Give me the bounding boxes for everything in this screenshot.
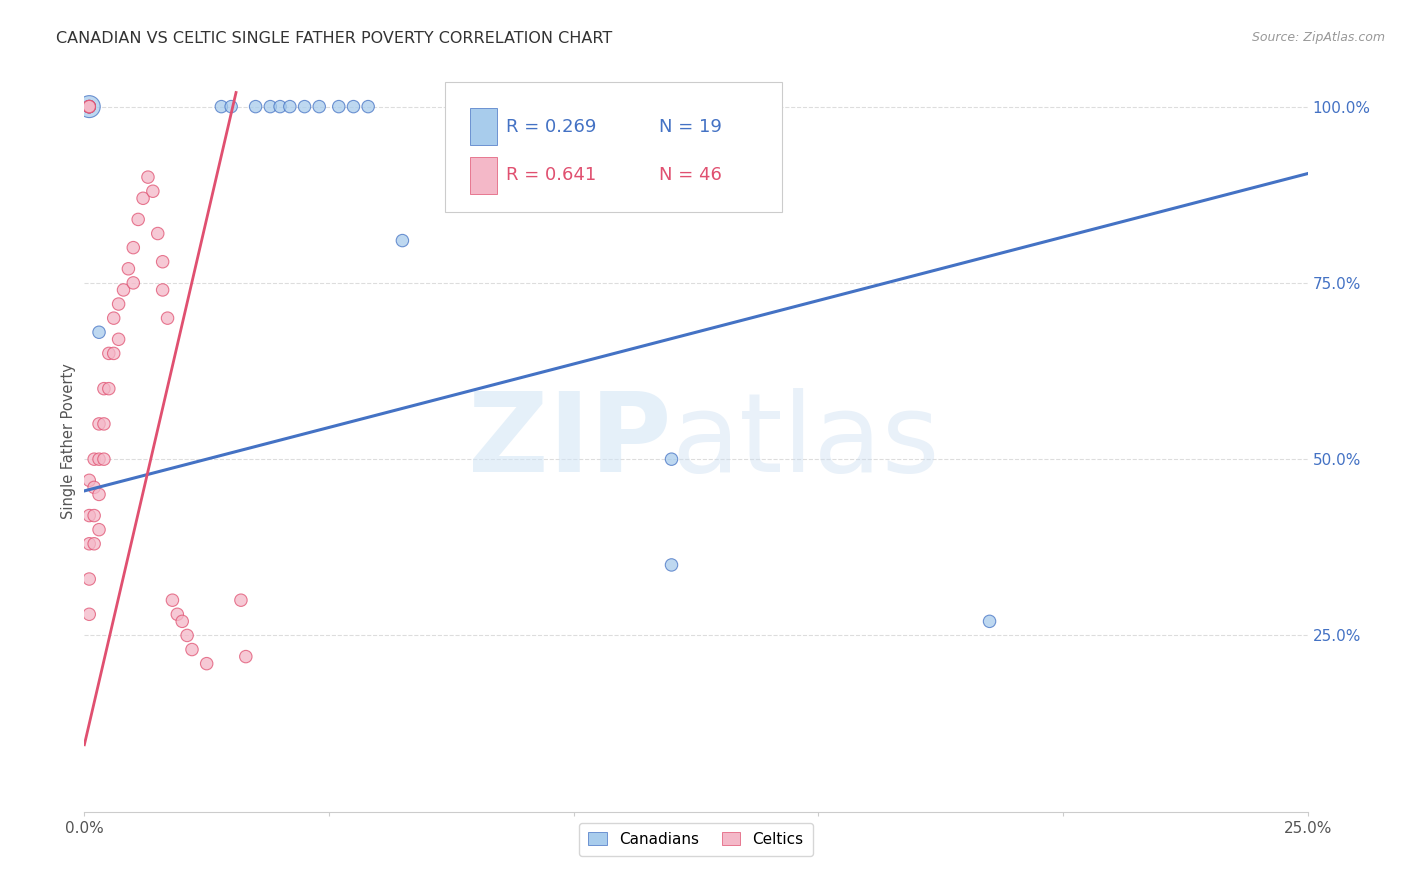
Point — [103, 311, 125, 326]
Point — [122, 276, 145, 290]
Point — [77, 537, 100, 551]
Point — [83, 508, 105, 523]
Point — [77, 100, 100, 114]
Text: R = 0.641: R = 0.641 — [506, 166, 596, 184]
Point — [235, 649, 257, 664]
Point — [278, 100, 301, 114]
Point — [77, 100, 100, 114]
Point — [142, 184, 165, 198]
Point — [172, 615, 194, 629]
Text: atlas: atlas — [672, 388, 941, 495]
Point — [342, 100, 364, 114]
Point — [77, 508, 100, 523]
Point — [328, 100, 350, 114]
Text: N = 46: N = 46 — [659, 166, 723, 184]
FancyBboxPatch shape — [446, 82, 782, 212]
Point — [661, 558, 683, 572]
Point — [77, 100, 100, 114]
Point — [245, 100, 267, 114]
Y-axis label: Single Father Poverty: Single Father Poverty — [60, 364, 76, 519]
Point — [209, 100, 232, 114]
Point — [259, 100, 281, 114]
Point — [87, 487, 110, 501]
Text: N = 19: N = 19 — [659, 118, 723, 136]
Point — [269, 100, 291, 114]
Point — [162, 593, 184, 607]
Point — [136, 170, 159, 185]
Point — [294, 100, 316, 114]
Legend: Canadians, Celtics: Canadians, Celtics — [579, 822, 813, 856]
Point — [87, 523, 110, 537]
Point — [87, 417, 110, 431]
Point — [117, 261, 139, 276]
Point — [107, 297, 129, 311]
Point — [391, 234, 413, 248]
Point — [166, 607, 188, 622]
Point — [195, 657, 218, 671]
Point — [146, 227, 169, 241]
Point — [132, 191, 155, 205]
Point — [87, 325, 110, 339]
Text: CANADIAN VS CELTIC SINGLE FATHER POVERTY CORRELATION CHART: CANADIAN VS CELTIC SINGLE FATHER POVERTY… — [56, 31, 613, 46]
Point — [661, 452, 683, 467]
Text: Source: ZipAtlas.com: Source: ZipAtlas.com — [1251, 31, 1385, 45]
Point — [83, 452, 105, 467]
Point — [77, 572, 100, 586]
Point — [83, 537, 105, 551]
Point — [176, 628, 198, 642]
Point — [77, 100, 100, 114]
Point — [112, 283, 135, 297]
Point — [77, 473, 100, 487]
Point — [77, 100, 100, 114]
Point — [97, 382, 120, 396]
Text: R = 0.269: R = 0.269 — [506, 118, 596, 136]
Point — [979, 615, 1001, 629]
Point — [152, 283, 174, 297]
Point — [219, 100, 242, 114]
Point — [122, 241, 145, 255]
Point — [93, 452, 115, 467]
Point — [93, 417, 115, 431]
Point — [77, 100, 100, 114]
Point — [181, 642, 204, 657]
Point — [103, 346, 125, 360]
Point — [127, 212, 149, 227]
Point — [107, 332, 129, 346]
Point — [97, 346, 120, 360]
Point — [357, 100, 380, 114]
Point — [77, 607, 100, 622]
Text: ZIP: ZIP — [468, 388, 672, 495]
Point — [93, 382, 115, 396]
Point — [156, 311, 179, 326]
Point — [229, 593, 252, 607]
Point — [308, 100, 330, 114]
Point — [83, 480, 105, 494]
Point — [87, 452, 110, 467]
FancyBboxPatch shape — [470, 156, 496, 194]
Point — [152, 254, 174, 268]
FancyBboxPatch shape — [470, 109, 496, 145]
Point — [77, 100, 100, 114]
